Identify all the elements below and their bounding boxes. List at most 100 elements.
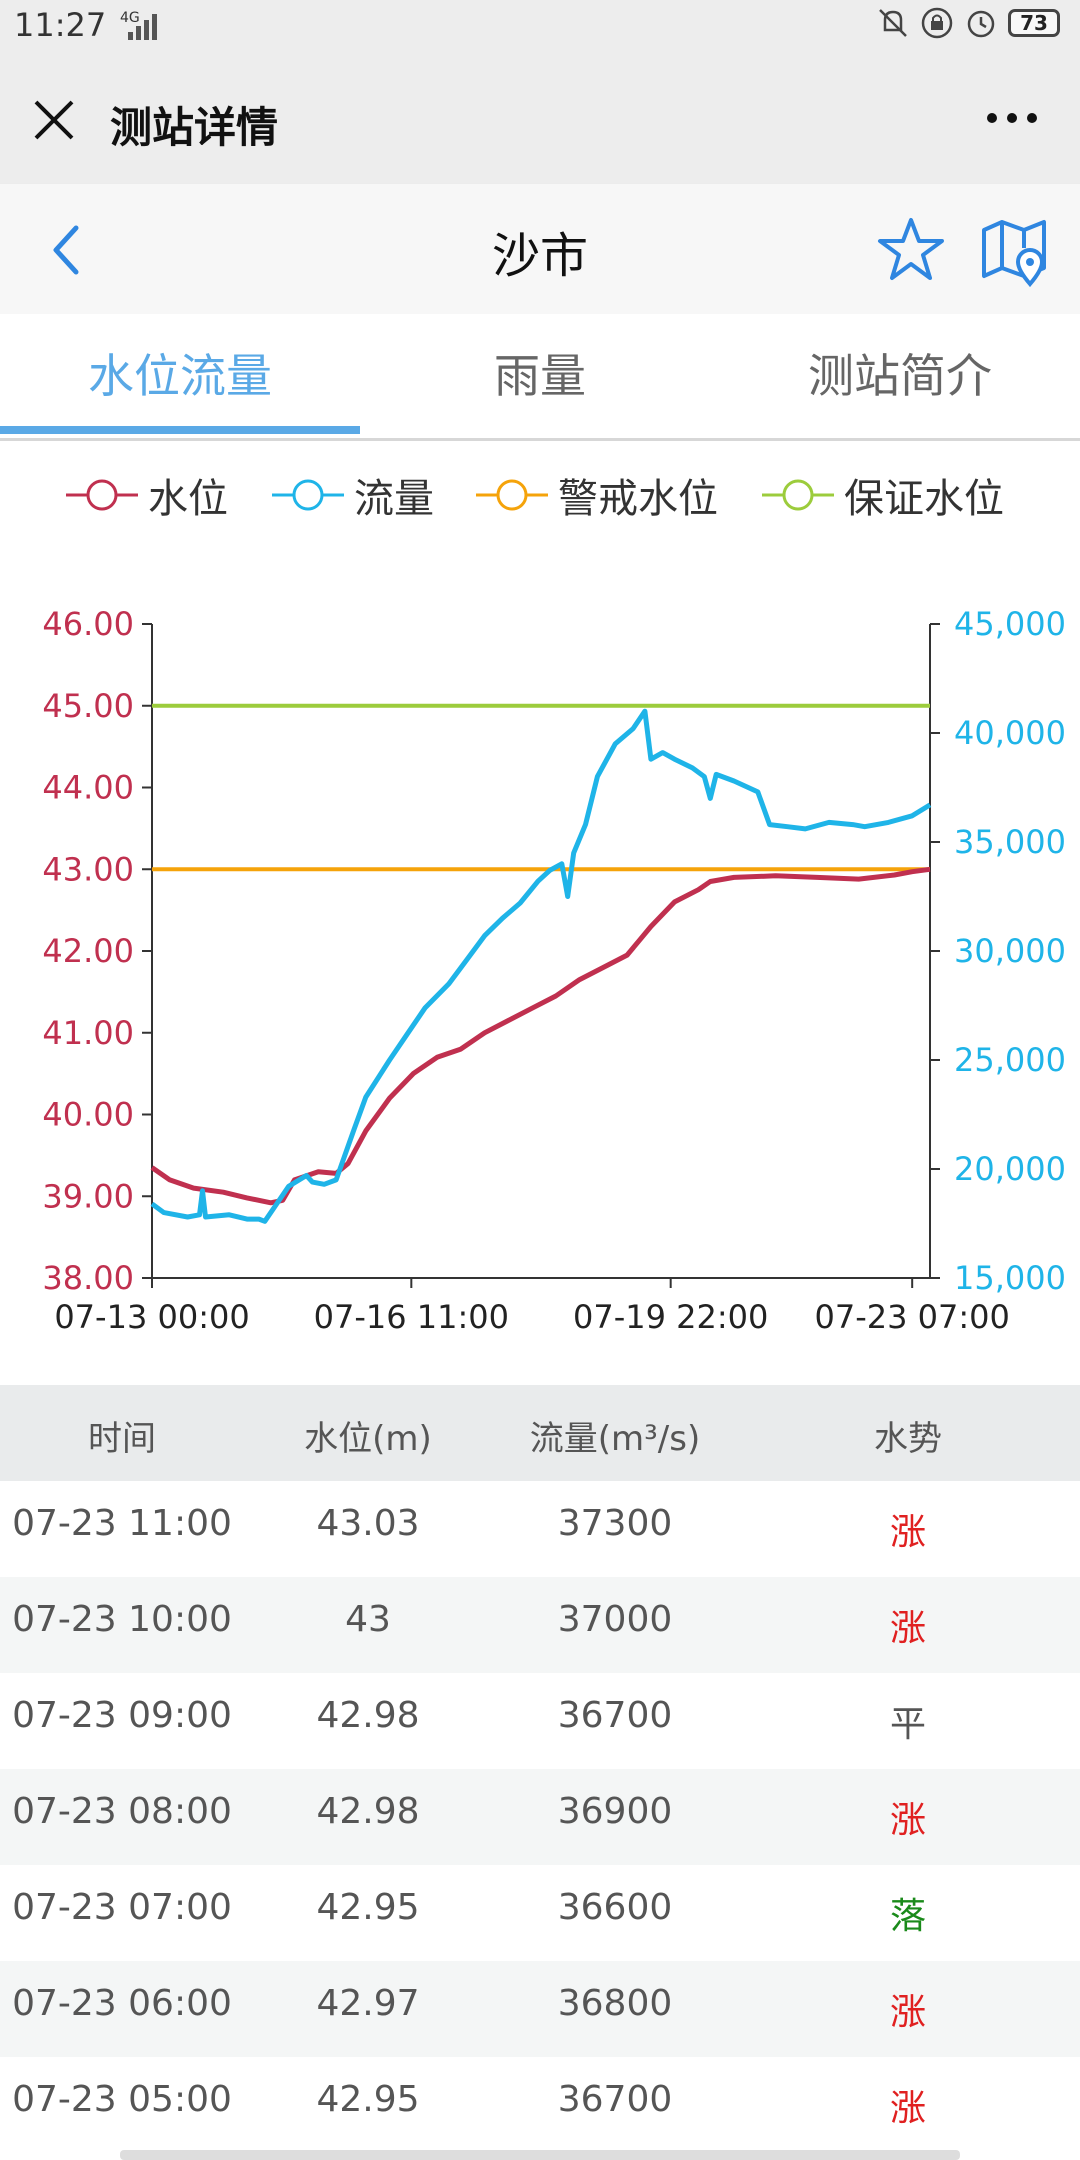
left-axis-tick-label: 45.00: [42, 687, 134, 725]
legend-item-flow[interactable]: 流量: [270, 460, 434, 530]
mute-icon: [879, 9, 907, 37]
table-row[interactable]: 07-23 07:00 42.95 36600 落: [0, 1865, 1080, 1961]
cell-trend: 平: [889, 1704, 926, 1745]
cell-water-level: 42.97: [316, 1983, 420, 2024]
legend-label: 警戒水位: [558, 476, 718, 522]
table-row[interactable]: 07-23 11:00 43.03 37300 涨: [0, 1481, 1080, 1577]
cell-flow: 36700: [557, 2079, 673, 2120]
right-axis-tick-label: 20,000: [954, 1150, 1066, 1188]
table-header: 时间 水位(m) 流量(m³/s) 水势: [0, 1385, 1080, 1481]
right-axis-tick-label: 25,000: [954, 1041, 1066, 1079]
cell-trend: 落: [889, 1896, 926, 1937]
legend-item-water-level[interactable]: 水位: [64, 460, 228, 530]
status-time: 11:27: [14, 6, 107, 44]
left-axis-tick-label: 44.00: [42, 769, 134, 807]
legend-label: 保证水位: [844, 476, 1004, 522]
map-location-icon[interactable]: [980, 218, 1050, 288]
x-axis-tick-label: 07-19 22:00: [573, 1298, 768, 1336]
legend-item-guarantee-level[interactable]: 保证水位: [760, 460, 1004, 530]
battery-icon: 73: [1008, 9, 1060, 37]
cell-time: 07-23 11:00: [12, 1503, 232, 1544]
header-time: 时间: [88, 1419, 156, 1459]
cell-water-level: 42.98: [316, 1791, 420, 1832]
station-header: 沙市: [0, 184, 1080, 314]
cell-flow: 36900: [557, 1791, 673, 1832]
more-icon[interactable]: [984, 108, 1040, 128]
station-name: 沙市: [491, 228, 588, 284]
legend-label: 流量: [354, 476, 434, 522]
close-icon[interactable]: [32, 98, 76, 142]
cell-trend: 涨: [889, 2088, 926, 2129]
scroll-indicator: [120, 2150, 960, 2160]
tab-station-intro[interactable]: 测站简介: [808, 349, 992, 403]
cell-flow: 36800: [557, 1983, 673, 2024]
cell-water-level: 43: [345, 1599, 391, 1640]
cell-time: 07-23 06:00: [12, 1983, 232, 2024]
right-axis-tick-label: 40,000: [954, 714, 1066, 752]
network-label: 4G: [120, 10, 140, 26]
legend-marker-water-level: [66, 479, 138, 511]
legend-marker-warning-level: [476, 479, 548, 511]
page-title: 测站详情: [110, 103, 279, 152]
cell-time: 07-23 10:00: [12, 1599, 232, 1640]
cell-time: 07-23 07:00: [12, 1887, 232, 1928]
tab-rainfall[interactable]: 雨量: [494, 349, 586, 403]
left-axis-tick-label: 42.00: [42, 932, 134, 970]
right-axis-tick-label: 35,000: [954, 823, 1066, 861]
back-icon[interactable]: [48, 222, 84, 278]
table-row[interactable]: 07-23 09:00 42.98 36700 平: [0, 1673, 1080, 1769]
x-axis-tick-label: 07-16 11:00: [314, 1298, 509, 1336]
active-tab-indicator: [0, 426, 360, 434]
signal-icon: [128, 14, 157, 40]
left-axis-tick-label: 38.00: [42, 1259, 134, 1297]
cell-flow: 36700: [557, 1695, 673, 1736]
tab-bar: 水位流量 雨量 测站简介: [0, 314, 1080, 441]
legend-label: 水位: [148, 476, 228, 522]
x-axis-tick-label: 07-23 07:00: [814, 1298, 1009, 1336]
cell-trend: 涨: [889, 1512, 926, 1553]
left-axis-tick-label: 39.00: [42, 1177, 134, 1215]
water-level-flow-chart[interactable]: 46.00 45.00 44.00 43.00 42.00 41.00 40.00 39.00…: [0, 580, 1080, 1350]
app-title-bar: 测站详情: [0, 56, 1080, 184]
header-flow: 流量(m³/s): [529, 1419, 701, 1459]
cell-flow: 37300: [557, 1503, 673, 1544]
right-axis-tick-label: 15,000: [954, 1259, 1066, 1297]
table-row[interactable]: 07-23 08:00 42.98 36900 涨: [0, 1769, 1080, 1865]
header-trend: 水势: [874, 1419, 942, 1459]
cell-water-level: 43.03: [316, 1503, 420, 1544]
cell-time: 07-23 05:00: [12, 2079, 232, 2120]
status-icons: 73: [876, 6, 1060, 40]
lock-rotation-icon: [921, 7, 953, 39]
legend-marker-flow: [272, 479, 344, 511]
cell-water-level: 42.95: [316, 1887, 420, 1928]
x-axis-tick-label: 07-13 00:00: [54, 1298, 249, 1336]
table-row[interactable]: 07-23 05:00 42.95 36700 涨: [0, 2057, 1080, 2153]
left-axis-tick-label: 41.00: [42, 1014, 134, 1052]
left-axis-tick-label: 43.00: [42, 850, 134, 888]
cell-flow: 36600: [557, 1887, 673, 1928]
right-axis-tick-label: 30,000: [954, 932, 1066, 970]
water-level-series-line: [150, 866, 931, 1206]
cell-time: 07-23 08:00: [12, 1791, 232, 1832]
cell-trend: 涨: [889, 1800, 926, 1841]
cell-flow: 37000: [557, 1599, 673, 1640]
table-row[interactable]: 07-23 06:00 42.97 36800 涨: [0, 1961, 1080, 2057]
tab-water-level-flow[interactable]: 水位流量: [88, 349, 272, 403]
table-row[interactable]: 07-23 10:00 43 37000 涨: [0, 1577, 1080, 1673]
alarm-icon: [967, 10, 995, 38]
chart-legend: 水位 流量 警戒水位 保证水位: [0, 460, 1080, 530]
cell-water-level: 42.98: [316, 1695, 420, 1736]
cell-time: 07-23 09:00: [12, 1695, 232, 1736]
legend-marker-guarantee-level: [762, 479, 834, 511]
left-axis-tick-label: 46.00: [42, 605, 134, 643]
flow-series-line: [150, 708, 932, 1224]
right-axis-tick-label: 45,000: [954, 605, 1066, 643]
cell-trend: 涨: [889, 1608, 926, 1649]
favorite-star-icon[interactable]: [876, 216, 946, 282]
cell-trend: 涨: [889, 1992, 926, 2033]
cell-water-level: 42.95: [316, 2079, 420, 2120]
legend-item-warning-level[interactable]: 警戒水位: [474, 460, 718, 530]
status-bar: 11:27 4G 73: [0, 0, 1080, 56]
header-water-level: 水位(m): [304, 1419, 432, 1459]
left-axis-tick-label: 40.00: [42, 1096, 134, 1134]
